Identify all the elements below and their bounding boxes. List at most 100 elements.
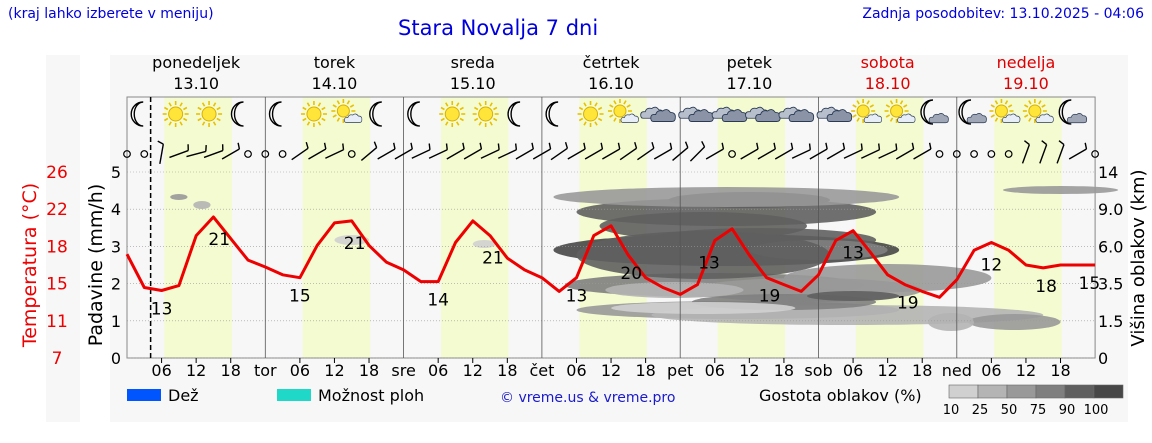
wind-barb: [740, 142, 759, 160]
wind-barb: [497, 143, 518, 159]
wind-barb-feather: [462, 142, 465, 150]
sun-icon: [439, 101, 466, 127]
wind-barb-feather: [393, 142, 396, 150]
wind-barb: [774, 142, 794, 160]
hour-tick-label: 06: [981, 361, 1001, 380]
day-name: ponedeljek: [152, 53, 241, 72]
day-date: 19.10: [1003, 74, 1049, 93]
sun-ray: [597, 106, 603, 111]
cloud-shape: [620, 113, 639, 123]
hour-tick-label: 18: [912, 361, 932, 380]
cloud-shape: [966, 113, 987, 124]
sun-ray: [168, 121, 172, 126]
wind-barb: [203, 144, 224, 159]
wind-calm-circle: [987, 150, 996, 158]
hour-tick-label: 18: [497, 361, 517, 380]
cloud-shape: [1035, 113, 1054, 123]
wind-barb-staff: [809, 148, 828, 160]
hour-tick-label: 06: [428, 361, 448, 380]
density-swatch: [948, 384, 979, 399]
wind-barb: [532, 142, 552, 160]
temperature-label: 21: [344, 234, 366, 254]
wind-barb-feather: [684, 141, 689, 148]
cloud-density-area: [553, 187, 900, 207]
cloud-icon: [640, 106, 676, 122]
temperature-line: [125, 215, 1096, 299]
wind-barb-feather: [756, 142, 759, 150]
moon-icon: [545, 101, 559, 127]
wind-barb-feather: [701, 140, 706, 148]
temperature-tick: 15: [46, 275, 68, 295]
sun-icon: [300, 101, 327, 127]
wind-barb-staff: [619, 147, 637, 161]
cloud-density-area: [170, 194, 188, 200]
wind-barb-feather: [548, 142, 552, 150]
cloud-density-area: [472, 240, 496, 248]
wind-barb-feather: [237, 142, 241, 150]
wind-barb-feather: [531, 142, 534, 150]
wind-barb-staff: [826, 148, 845, 160]
wind-barb-staff: [1068, 148, 1087, 160]
wind-barb-feather: [305, 142, 309, 149]
wind-barb-staff: [653, 148, 672, 160]
wind-barb-feather: [445, 143, 448, 150]
wind-barb: [1021, 140, 1031, 164]
sun-ray: [990, 104, 995, 108]
location-hint[interactable]: (kraj lahko izberete v meniju): [8, 6, 214, 22]
cloud-icon: [928, 113, 949, 124]
cloud-shape: [788, 109, 815, 122]
wind-barb-staff: [791, 149, 811, 159]
daylight-band: [302, 97, 371, 358]
wind-barb-feather: [205, 145, 207, 152]
wind-barb: [325, 143, 345, 159]
day-short-label: sob: [804, 361, 832, 380]
cloud-density-title: Gostota oblakov (%): [759, 386, 922, 405]
density-swatch: [1035, 384, 1066, 399]
hour-tick-label: 18: [359, 361, 379, 380]
sun-ray: [990, 114, 995, 118]
day-date: 18.10: [865, 74, 911, 93]
cloud-shape: [344, 113, 363, 123]
wind-barb: [689, 140, 706, 162]
wind-barb: [705, 142, 725, 160]
wind-barb: [1056, 140, 1065, 164]
wind-barb-staff: [757, 148, 776, 160]
wind-barb: [672, 141, 689, 161]
cloud-density-area: [605, 282, 744, 298]
wind-calm-circle: [970, 150, 978, 158]
sun-ray: [179, 121, 183, 126]
temperature-label: 13: [151, 299, 173, 319]
hour-tick-label: 18: [1050, 361, 1070, 380]
wind-calm-circle: [140, 150, 149, 158]
wind-barb-staff: [159, 144, 165, 164]
cloud-height-tick: 6.0: [1098, 237, 1123, 256]
day-name: nedelja: [997, 53, 1056, 72]
hour-tick-label: 18: [221, 361, 241, 380]
wind-barb-feather: [373, 141, 378, 148]
wind-barb-feather: [651, 142, 655, 149]
sun-ray: [459, 117, 464, 122]
temperature-tick: 11: [46, 312, 68, 332]
wind-barb-staff: [843, 149, 863, 159]
wind-barb-staff: [584, 148, 603, 160]
cloud-density-area: [576, 231, 831, 279]
wind-barb: [1068, 142, 1088, 160]
day-name: petek: [727, 53, 773, 72]
wind-calm-circle: [728, 150, 736, 158]
day-short-label: sre: [391, 361, 415, 380]
wind-barb-feather: [911, 142, 915, 150]
wind-barb-staff: [550, 147, 568, 161]
wind-barb-staff: [637, 147, 655, 161]
moon-icon: [407, 101, 420, 127]
wind-barb-staff: [360, 147, 378, 161]
cloud-icon: [778, 106, 815, 122]
wind-barb: [377, 142, 396, 160]
sun-ray: [440, 106, 445, 111]
wind-barb: [895, 142, 915, 160]
daylight-band: [441, 97, 509, 358]
wind-barb-staff: [532, 148, 551, 160]
cloud-icon: [344, 113, 363, 123]
sun-ray: [332, 104, 337, 108]
wind-barb-feather: [808, 143, 811, 150]
sun-ray: [321, 117, 326, 122]
